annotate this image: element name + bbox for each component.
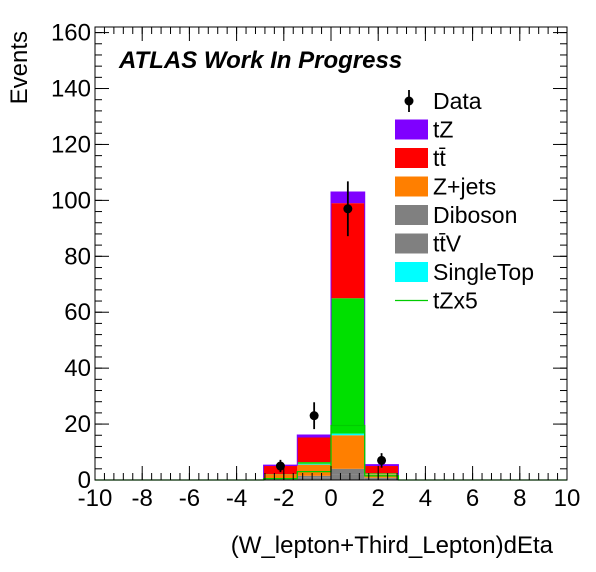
axis-ticks bbox=[94, 27, 568, 481]
y-tick-label-8: 160 bbox=[51, 20, 91, 47]
x-tick-label-9: 8 bbox=[513, 485, 526, 512]
x-tick-label-5: 0 bbox=[324, 485, 337, 512]
bar-tZ-bin-6 bbox=[297, 434, 331, 438]
x-tick-label-7: 4 bbox=[419, 485, 432, 512]
x-tick-label-3: -4 bbox=[226, 485, 247, 512]
bar-Z+jets-bin-5 bbox=[263, 474, 298, 479]
bar-Z+jets-bin-7 bbox=[331, 435, 365, 469]
y-tick-label-0: 0 bbox=[78, 467, 91, 494]
y-tick-label-7: 140 bbox=[51, 76, 91, 103]
bar-Z+jets-bin-6 bbox=[297, 464, 331, 476]
bar-tt̄-bin-8 bbox=[364, 466, 399, 474]
legend-swatch-4 bbox=[395, 205, 428, 225]
bar-tZ-bin-6 bbox=[297, 462, 331, 464]
chart-title: ATLAS Work In Progress bbox=[118, 47, 402, 74]
x-tick-labels: -10 -8 -6 -4 -2 0 2 4 6 8 10 bbox=[78, 485, 581, 512]
bar-SingleTop-bin-7 bbox=[331, 433, 365, 436]
legend-label-5: tt̄V bbox=[433, 231, 462, 257]
bar-Diboson-bin-6 bbox=[297, 475, 331, 478]
bar-Diboson-bin-7 bbox=[331, 468, 365, 475]
x-tick-label-4: -2 bbox=[273, 485, 294, 512]
y-tick-label-1: 20 bbox=[64, 411, 91, 438]
bar-SingleTop-bin-6 bbox=[297, 463, 331, 465]
x-tick-label-8: 6 bbox=[466, 485, 479, 512]
legend-label-7: tZx5 bbox=[433, 288, 478, 314]
y-tick-label-2: 40 bbox=[64, 355, 91, 382]
bar-tZ-bin-8 bbox=[364, 473, 399, 475]
legend-marker bbox=[404, 96, 414, 106]
legend-label-6: SingleTop bbox=[433, 259, 534, 285]
bar-tZ-bin-7 bbox=[331, 298, 365, 434]
data-point-3 bbox=[377, 455, 387, 465]
data-point-1 bbox=[309, 411, 319, 421]
bar-tt̄V-bin-7 bbox=[331, 474, 365, 480]
y-tick-label-6: 120 bbox=[51, 131, 91, 158]
legend-swatch-1 bbox=[395, 119, 428, 140]
legend-label-3: Z+jets bbox=[433, 174, 496, 200]
legend-label-1: tZ bbox=[433, 117, 453, 143]
legend-swatch-6 bbox=[395, 262, 428, 282]
legend-swatch-2 bbox=[395, 148, 428, 168]
x-tick-label-10: 10 bbox=[554, 485, 581, 512]
bar-tt̄-bin-6 bbox=[297, 437, 331, 463]
legend-swatch-3 bbox=[395, 176, 428, 197]
y-tick-label-4: 80 bbox=[64, 243, 91, 270]
y-tick-label-5: 100 bbox=[51, 187, 91, 214]
legend-label-0: Data bbox=[433, 88, 482, 114]
y-axis-label: Events bbox=[6, 31, 33, 104]
x-tick-label-1: -8 bbox=[132, 485, 153, 512]
bar-tt̄V-bin-6 bbox=[297, 477, 331, 480]
y-tick-labels: 0 20 40 60 80 100 120 140 160 bbox=[51, 20, 91, 494]
bar-tt̄V-bin-8 bbox=[364, 478, 399, 480]
x-axis-label: (W_lepton+Third_Lepton)dEta bbox=[231, 532, 554, 559]
legend-label-2: tt̄ bbox=[433, 145, 446, 171]
legend-label-4: Diboson bbox=[433, 202, 517, 228]
data-point-0 bbox=[275, 461, 285, 471]
legend-swatch-5 bbox=[395, 233, 428, 254]
x-tick-label-2: -6 bbox=[179, 485, 200, 512]
x-tick-label-6: 2 bbox=[372, 485, 385, 512]
x-tick-label-0: -10 bbox=[78, 485, 113, 512]
data-point-2 bbox=[343, 204, 353, 214]
y-tick-label-3: 60 bbox=[64, 299, 91, 326]
data-point-layer bbox=[275, 181, 387, 473]
bar-Diboson-bin-8 bbox=[364, 477, 399, 479]
